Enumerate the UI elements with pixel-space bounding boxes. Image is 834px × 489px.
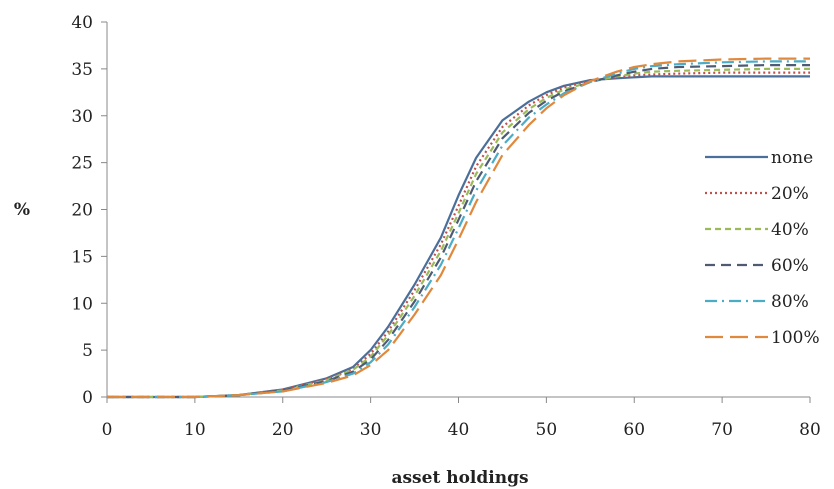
series-line-100pct [107, 57, 810, 399]
y-tick-label: 35 [71, 60, 93, 80]
y-tick-label: 20 [71, 201, 93, 221]
legend-label: 100% [771, 328, 820, 348]
legend-label: 60% [771, 256, 809, 276]
x-tick-label: 60 [623, 420, 645, 440]
legend-label: none [771, 148, 813, 168]
legend-label: 40% [771, 220, 809, 240]
x-tick-label: 80 [799, 420, 821, 440]
x-tick-label: 40 [448, 420, 470, 440]
y-tick-label: 0 [82, 388, 93, 408]
x-tick-label: 0 [102, 420, 113, 440]
y-tick-label: 15 [71, 247, 93, 267]
series-line-60pct [107, 63, 810, 399]
x-tick-label: 50 [536, 420, 558, 440]
series-line-80pct [107, 60, 810, 399]
legend: none 20% 40% 60% 80% 100% [705, 148, 820, 348]
series-line-40pct [107, 67, 810, 399]
y-tick-label: 5 [82, 341, 93, 361]
y-tick-label: 25 [71, 154, 93, 174]
x-tick-label: 10 [184, 420, 206, 440]
x-tick-label: 70 [711, 420, 733, 440]
series-line-none [107, 75, 810, 399]
x-tick-label: 20 [272, 420, 294, 440]
axes: 0 5 10 15 20 25 30 35 40 0 10 20 30 40 50 60 70 80 [71, 13, 820, 440]
series-line-20pct [107, 71, 810, 399]
y-tick-label: 30 [71, 107, 93, 127]
series-layer [107, 57, 810, 399]
y-tick-label: 40 [71, 13, 93, 33]
x-axis-title: asset holdings [391, 468, 528, 488]
x-tick-label: 30 [360, 420, 382, 440]
y-tick-label: 10 [71, 294, 93, 314]
y-axis-title: % [14, 200, 30, 220]
legend-label: 80% [771, 292, 809, 312]
legend-label: 20% [771, 184, 809, 204]
